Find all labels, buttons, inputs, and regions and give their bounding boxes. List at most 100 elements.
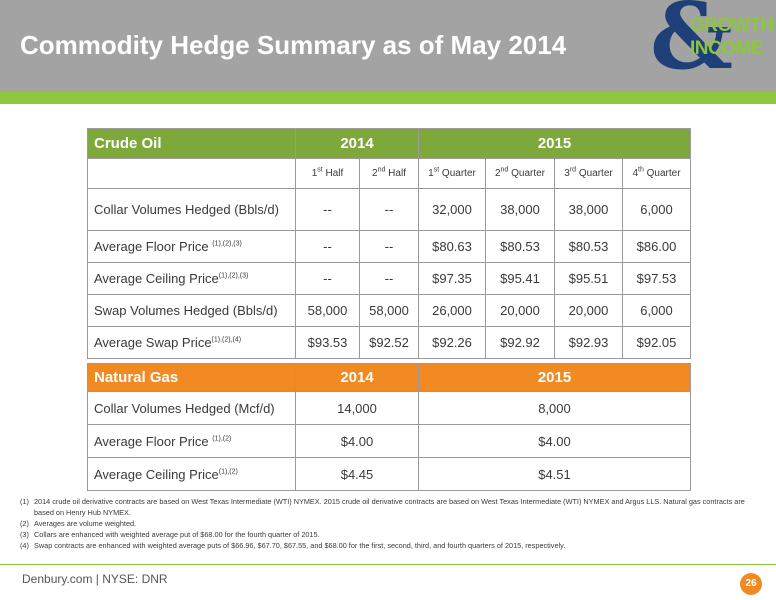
footnote-item: (4) Swap contracts are enhanced with weig… — [20, 540, 760, 551]
growth-income-logo: & GROWTH INCOME — [650, 0, 774, 94]
period-header: 2nd Half — [359, 158, 419, 189]
natural-gas-header-row: Natural Gas 2014 2015 — [87, 363, 691, 392]
table-cell: -- — [295, 188, 360, 231]
table-cell: 20,000 — [485, 294, 555, 327]
row-label-footnote: (1),(2),(4) — [211, 336, 242, 344]
footnote-item: (3) Collars are enhanced with weighted av… — [20, 529, 760, 540]
footnote-text: Swap contracts are enhanced with weighte… — [34, 541, 566, 550]
row-label: Collar Volumes Hedged (Bbls/d) — [87, 188, 296, 231]
table-cell: $92.52 — [359, 326, 419, 359]
row-label-text: Collar Volumes Hedged (Mcf/d) — [94, 400, 275, 416]
table-cell: -- — [359, 188, 419, 231]
period-text: Half — [322, 168, 344, 179]
table-cell: $92.05 — [622, 326, 691, 359]
table-cell: 6,000 — [622, 294, 691, 327]
table-row: Average Floor Price (1),(2),(3) -- -- $80.6… — [87, 230, 691, 263]
period-ordinal: st — [317, 166, 323, 174]
period-number: 1 — [311, 168, 318, 179]
table-cell: $97.35 — [418, 262, 486, 295]
table-cell: -- — [295, 230, 360, 263]
period-ordinal: nd — [377, 166, 386, 174]
table-cell: $4.45 — [295, 457, 419, 491]
year-2015-heading: 2015 — [418, 128, 691, 159]
table-row: Average Floor Price (1),(2) $4.00 $4.00 — [87, 424, 691, 458]
page-number-badge: 26 — [740, 573, 762, 595]
table-row: Average Swap Price(1),(2),(4) $93.53 $92.5… — [87, 326, 691, 359]
table-cell: $4.00 — [295, 424, 419, 458]
period-text: Half — [385, 168, 406, 179]
table-cell: $4.00 — [418, 424, 691, 458]
period-ordinal: nd — [500, 166, 509, 174]
crude-oil-header-row: Crude Oil 2014 2015 — [87, 128, 691, 159]
table-cell: $4.51 — [418, 457, 691, 491]
footnote-item: (2) Averages are volume weighted. — [20, 518, 760, 529]
table-cell: $86.00 — [622, 230, 691, 263]
period-header: 2nd Quarter — [485, 158, 555, 189]
period-subheader-blank — [87, 158, 296, 189]
row-label: Average Ceiling Price(1),(2) — [87, 457, 296, 491]
period-subheader-row: 1st Half 2nd Half 1st Quarter 2nd Quarter 3r… — [87, 158, 691, 189]
period-header: 1st Half — [295, 158, 360, 189]
row-label: Swap Volumes Hedged (Bbls/d) — [87, 294, 296, 327]
table-cell: 6,000 — [622, 188, 691, 231]
gas-year-2014-heading: 2014 — [295, 363, 419, 392]
gas-year-2015-heading: 2015 — [418, 363, 691, 392]
table-cell: $95.41 — [485, 262, 555, 295]
period-number: 1 — [428, 168, 434, 179]
row-label-footnote: (1),(2),(3) — [212, 240, 242, 248]
footnote-text: Collars are enhanced with weighted avera… — [34, 530, 320, 539]
table-cell: $92.93 — [554, 326, 623, 359]
period-header: 4th Quarter — [622, 158, 691, 189]
table-cell: $80.53 — [554, 230, 623, 263]
row-label-text: Swap Volumes Hedged (Bbls/d) — [94, 303, 278, 318]
row-label-text: Collar Volumes Hedged (Bbls/d) — [94, 202, 279, 217]
table-cell: $95.51 — [554, 262, 623, 295]
logo-word-income: INCOME — [690, 38, 764, 59]
period-text: Quarter — [439, 168, 476, 179]
row-label-text: Average Floor Price — [94, 239, 213, 254]
period-ordinal: rd — [569, 166, 577, 174]
year-2014-heading: 2014 — [295, 128, 419, 159]
table-cell: -- — [359, 262, 419, 295]
footer-divider — [0, 564, 776, 565]
row-label: Collar Volumes Hedged (Mcf/d) — [87, 391, 296, 425]
natural-gas-table: Natural Gas 2014 2015 Collar Volumes Hed… — [87, 363, 691, 491]
title-bar-stripe — [0, 92, 776, 104]
natural-gas-heading: Natural Gas — [87, 363, 296, 392]
period-number: 3 — [564, 168, 570, 179]
period-text: Quarter — [643, 168, 681, 179]
row-label-text: Average Ceiling Price — [94, 271, 219, 286]
footnotes: (1) 2014 crude oil derivative contracts a… — [20, 496, 760, 551]
footnote-text: Averages are volume weighted. — [34, 519, 137, 528]
footnote-item: (1) 2014 crude oil derivative contracts a… — [20, 496, 760, 518]
table-cell: 38,000 — [554, 188, 623, 231]
row-label-footnote: (1),(2),(3) — [218, 272, 249, 280]
row-label-footnote: (1),(2) — [212, 435, 232, 443]
row-label: Average Floor Price (1),(2),(3) — [87, 230, 296, 263]
footnote-number: (1) — [20, 497, 29, 506]
table-row: Collar Volumes Hedged (Mcf/d) 14,000 8,000 — [87, 391, 691, 425]
period-text: Quarter — [508, 168, 546, 179]
crude-oil-table: Crude Oil 2014 2015 1st Half 2nd Half 1st … — [87, 128, 691, 359]
logo-ampersand: & — [650, 0, 734, 90]
footnote-number: (4) — [20, 541, 29, 550]
period-number: 2 — [494, 168, 501, 179]
row-label: Average Floor Price (1),(2) — [87, 424, 296, 458]
row-label: Average Swap Price(1),(2),(4) — [87, 326, 296, 359]
table-row: Swap Volumes Hedged (Bbls/d) 58,000 58,000… — [87, 294, 691, 327]
logo-word-growth: GROWTH — [690, 15, 774, 36]
table-row: Average Ceiling Price(1),(2) $4.45 $4.51 — [87, 457, 691, 491]
table-cell: 14,000 — [295, 391, 419, 425]
row-label-text: Average Swap Price — [94, 335, 212, 350]
table-cell: $93.53 — [295, 326, 360, 359]
period-text: Quarter — [576, 168, 613, 179]
row-label: Average Ceiling Price(1),(2),(3) — [87, 262, 296, 295]
table-cell: -- — [359, 230, 419, 263]
row-label-text: Average Floor Price — [94, 433, 213, 449]
table-cell: 8,000 — [418, 391, 691, 425]
period-header: 1st Quarter — [418, 158, 486, 189]
period-number: 4 — [632, 168, 639, 179]
row-label-footnote: (1),(2) — [218, 468, 238, 476]
table-cell: $92.92 — [485, 326, 555, 359]
table-cell: -- — [295, 262, 360, 295]
